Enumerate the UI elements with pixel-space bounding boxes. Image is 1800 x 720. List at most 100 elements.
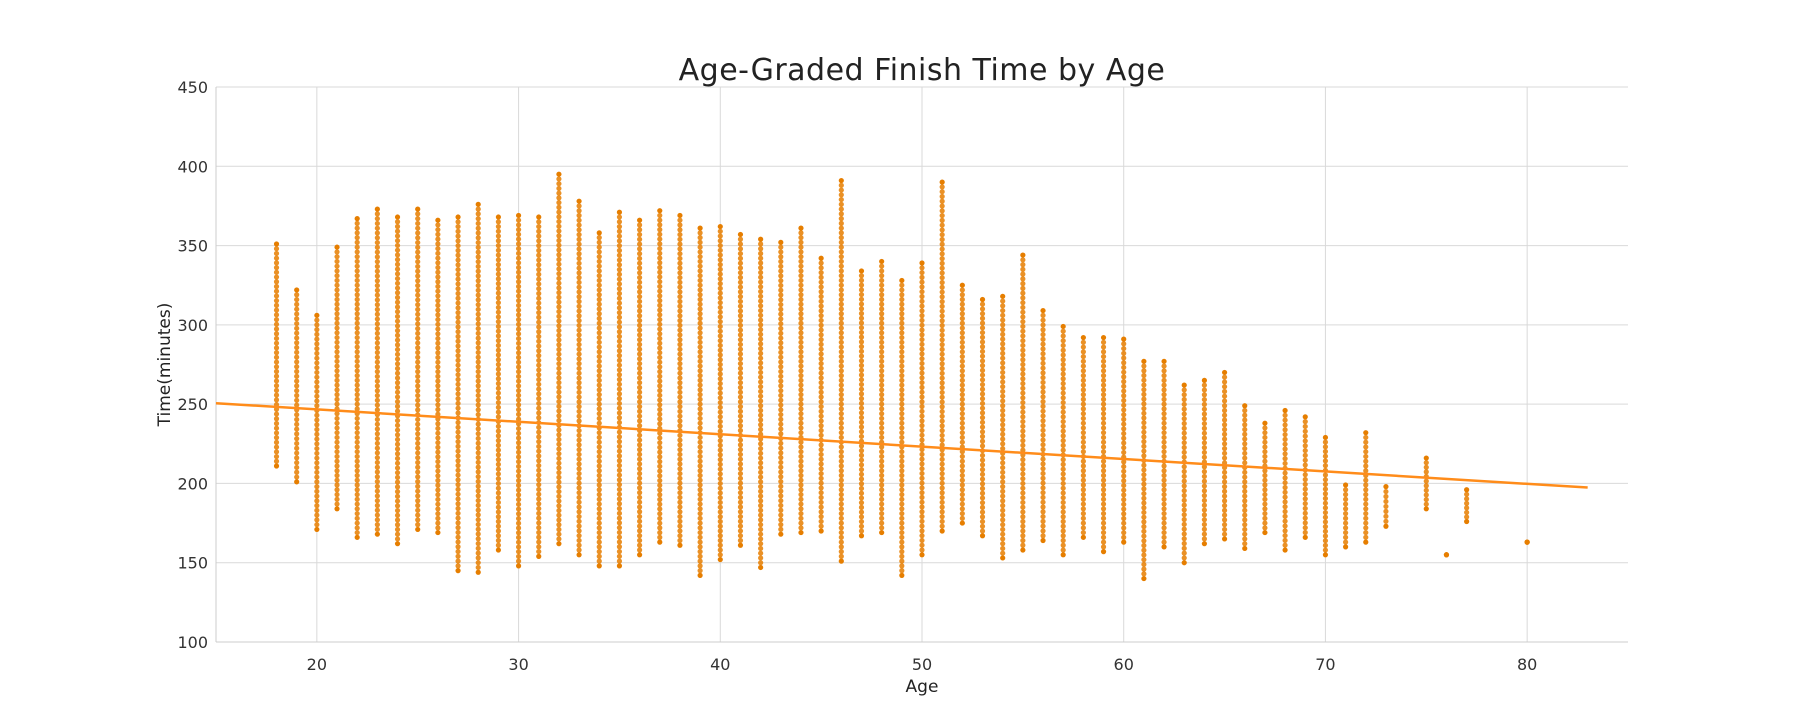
data-point <box>1181 425 1187 431</box>
data-point <box>1121 478 1127 484</box>
data-point <box>1221 474 1228 480</box>
data-point <box>838 453 844 460</box>
data-point <box>1141 481 1147 487</box>
data-point <box>354 491 360 498</box>
data-point <box>475 354 481 360</box>
data-point <box>1262 510 1268 517</box>
data-point <box>1262 468 1268 474</box>
data-point <box>657 274 663 280</box>
data-point <box>637 399 643 405</box>
data-point <box>798 368 804 374</box>
data-point <box>455 453 461 459</box>
data-point <box>1161 396 1167 402</box>
data-point <box>1000 464 1006 471</box>
data-point <box>334 453 340 460</box>
data-point <box>758 460 764 466</box>
data-point <box>1000 350 1006 356</box>
data-point <box>1060 523 1066 529</box>
data-point <box>1040 355 1046 362</box>
data-point <box>677 346 683 352</box>
data-point <box>1221 536 1228 542</box>
data-point <box>798 311 804 317</box>
data-point <box>354 520 360 526</box>
chart-title: Age-Graded Finish Time by Age <box>679 53 1166 88</box>
data-point <box>294 436 300 442</box>
data-point <box>798 263 804 269</box>
data-point <box>354 368 360 374</box>
data-point <box>415 450 421 456</box>
data-point <box>919 384 925 390</box>
data-point <box>1262 453 1268 460</box>
data-point <box>919 418 925 424</box>
data-point <box>838 515 844 521</box>
data-point <box>314 398 320 404</box>
data-point <box>1141 372 1147 379</box>
data-point <box>415 464 421 470</box>
data-point <box>314 479 320 485</box>
data-point <box>818 274 824 280</box>
data-point <box>1201 420 1207 427</box>
data-point <box>838 368 844 374</box>
data-point <box>1242 469 1248 475</box>
data-point <box>354 487 360 493</box>
data-point <box>758 265 764 271</box>
data-point <box>556 204 562 210</box>
data-point <box>495 252 501 258</box>
data-point <box>314 417 320 423</box>
data-point <box>818 475 824 481</box>
data-point <box>858 344 865 350</box>
data-point <box>354 396 360 402</box>
data-point <box>697 444 703 450</box>
data-point <box>1242 455 1248 461</box>
data-point <box>1040 389 1046 395</box>
data-point <box>818 427 824 434</box>
data-point <box>294 383 300 389</box>
data-point <box>435 515 441 521</box>
data-point <box>737 537 744 544</box>
data-point <box>1302 414 1308 420</box>
data-point <box>939 322 945 329</box>
data-point <box>415 378 421 384</box>
data-point <box>697 330 703 336</box>
data-point <box>556 256 562 263</box>
data-point <box>919 499 925 505</box>
data-point <box>1383 484 1389 490</box>
data-point <box>1020 404 1026 410</box>
data-point <box>979 443 986 449</box>
data-point <box>536 333 542 340</box>
data-point <box>758 336 764 342</box>
data-point <box>637 260 643 266</box>
data-point <box>415 278 421 284</box>
data-point <box>637 447 643 453</box>
data-point <box>1322 477 1329 483</box>
data-point <box>1141 443 1147 449</box>
data-point <box>697 258 703 265</box>
data-point <box>1080 425 1086 431</box>
data-point <box>576 313 582 319</box>
data-point <box>858 429 865 435</box>
data-point <box>737 284 744 290</box>
data-point <box>637 504 643 510</box>
data-point <box>717 442 723 448</box>
data-point <box>294 359 300 365</box>
data-point <box>314 474 320 480</box>
data-point <box>616 525 623 531</box>
data-point <box>637 380 643 386</box>
data-point <box>374 388 380 394</box>
data-point <box>737 298 744 305</box>
data-point <box>596 477 602 483</box>
data-point <box>1221 517 1228 523</box>
data-point <box>1383 518 1389 524</box>
data-point <box>273 359 280 365</box>
data-point <box>475 349 481 356</box>
data-point <box>737 504 744 510</box>
data-point <box>1302 423 1308 430</box>
data-point <box>1141 547 1147 553</box>
data-point <box>1020 466 1026 472</box>
data-point <box>798 487 804 493</box>
data-point <box>818 504 824 510</box>
data-point <box>475 220 481 227</box>
data-point <box>858 277 865 284</box>
data-point <box>314 355 320 361</box>
